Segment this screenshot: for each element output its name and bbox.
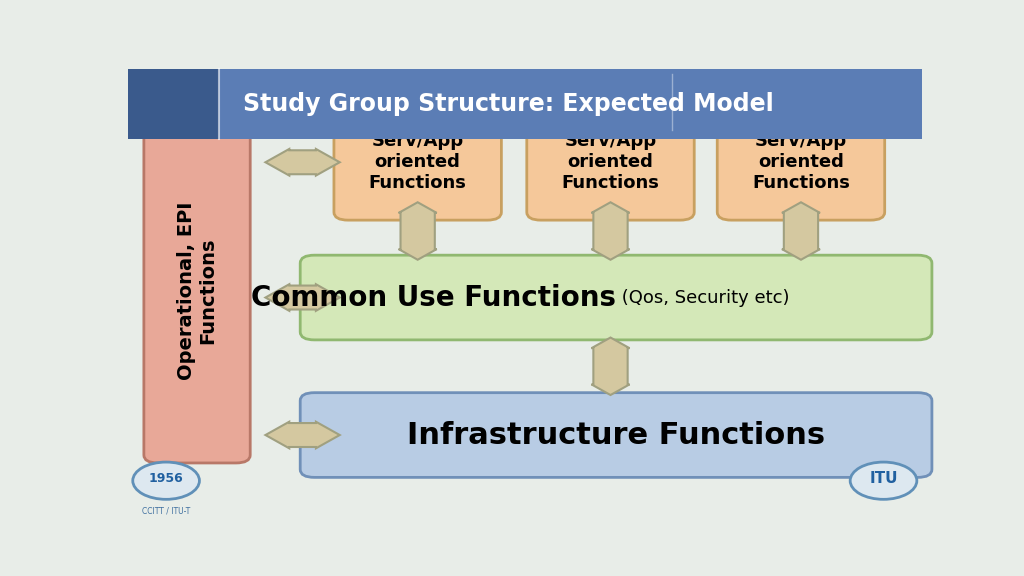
Text: Serv/App
oriented
Functions: Serv/App oriented Functions (561, 132, 659, 192)
Text: Operational, EPI
Functions: Operational, EPI Functions (176, 202, 217, 380)
FancyBboxPatch shape (300, 393, 932, 478)
FancyBboxPatch shape (128, 69, 219, 139)
Text: CCITT / ITU-T: CCITT / ITU-T (142, 506, 190, 515)
Circle shape (850, 462, 916, 499)
FancyBboxPatch shape (717, 104, 885, 220)
Polygon shape (592, 338, 630, 395)
Polygon shape (398, 202, 436, 260)
Text: ITU: ITU (869, 471, 898, 486)
Text: Common Use Functions: Common Use Functions (251, 283, 616, 312)
Text: Serv/App
oriented
Functions: Serv/App oriented Functions (369, 132, 467, 192)
Text: Serv/App
oriented
Functions: Serv/App oriented Functions (752, 132, 850, 192)
Polygon shape (265, 422, 340, 448)
Polygon shape (592, 202, 630, 260)
FancyBboxPatch shape (334, 104, 502, 220)
Polygon shape (265, 149, 340, 176)
FancyBboxPatch shape (128, 139, 922, 513)
Text: (Qos, Security etc): (Qos, Security etc) (616, 289, 790, 306)
FancyBboxPatch shape (219, 69, 922, 139)
Polygon shape (265, 284, 340, 311)
FancyBboxPatch shape (526, 104, 694, 220)
FancyBboxPatch shape (300, 255, 932, 340)
Text: Infrastructure Functions: Infrastructure Functions (407, 420, 825, 449)
Text: 1956: 1956 (148, 472, 183, 486)
FancyBboxPatch shape (143, 119, 250, 463)
Polygon shape (782, 202, 820, 260)
Text: Study Group Structure: Expected Model: Study Group Structure: Expected Model (243, 92, 774, 116)
Circle shape (133, 462, 200, 499)
